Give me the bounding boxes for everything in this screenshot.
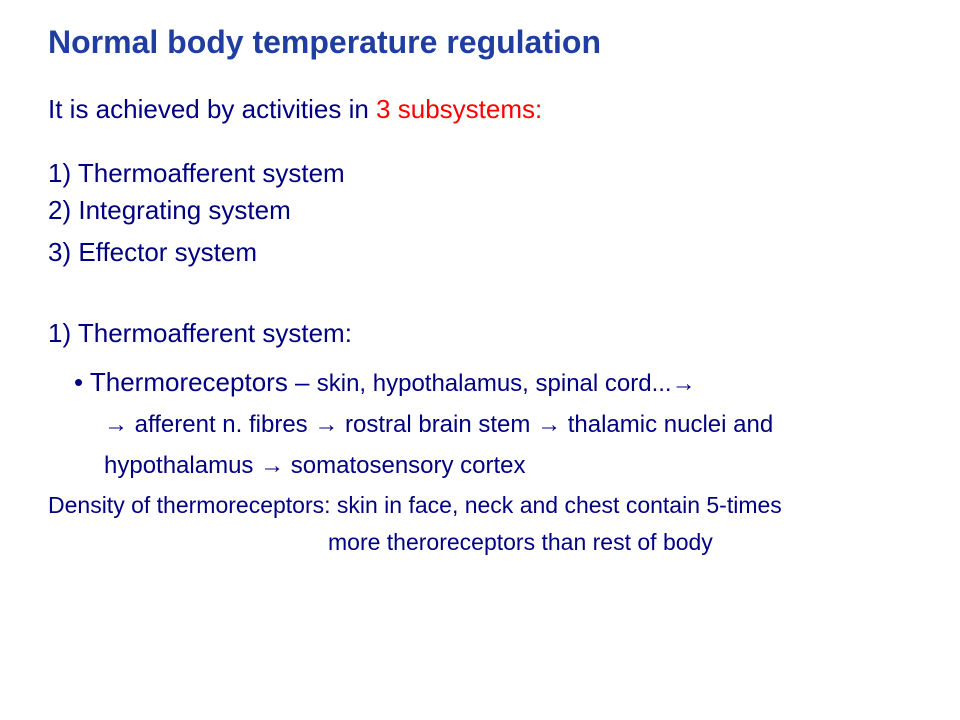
slide-title: Normal body temperature regulation [48,22,912,64]
intro-accent: 3 subsystems: [376,94,542,124]
path1a: afferent n. fibres [128,411,314,438]
bullet-dot-icon: • [74,367,83,397]
intro-line: It is achieved by activities in 3 subsys… [48,92,912,127]
pathway-line-2: hypothalamus → somatosensory cortex [48,447,912,485]
intro-prefix: It is achieved by activities in [48,94,376,124]
bullet-label: Thermoreceptors – [83,367,317,397]
slide: Normal body temperature regulation It is… [0,0,960,720]
arrow-icon: → [104,411,128,438]
section-1-heading: 1) Thermoafferent system: [48,316,912,351]
path1b: rostral brain stem [338,411,537,438]
pathway-line-1: → afferent n. fibres → rostral brain ste… [48,406,912,444]
list-item-2: 2) Integrating system [48,192,912,230]
path2b: somatosensory cortex [284,452,525,479]
arrow-icon: → [672,370,696,397]
arrow-icon: → [537,411,561,438]
arrow-icon: → [260,452,284,479]
density-line-1: Density of thermoreceptors: skin in face… [48,487,912,524]
list-item-3: 3) Effector system [48,234,912,272]
thermoreceptors-bullet: • Thermoreceptors – skin, hypothalamus, … [48,365,912,400]
bullet-tail: skin, hypothalamus, spinal cord... [317,370,672,397]
list-item-1: 1) Thermoafferent system [48,155,912,193]
arrow-icon: → [314,411,338,438]
path1c: thalamic nuclei and [561,411,773,438]
path2a: hypothalamus [104,452,260,479]
density-line-2: more theroreceptors than rest of body [48,524,912,561]
